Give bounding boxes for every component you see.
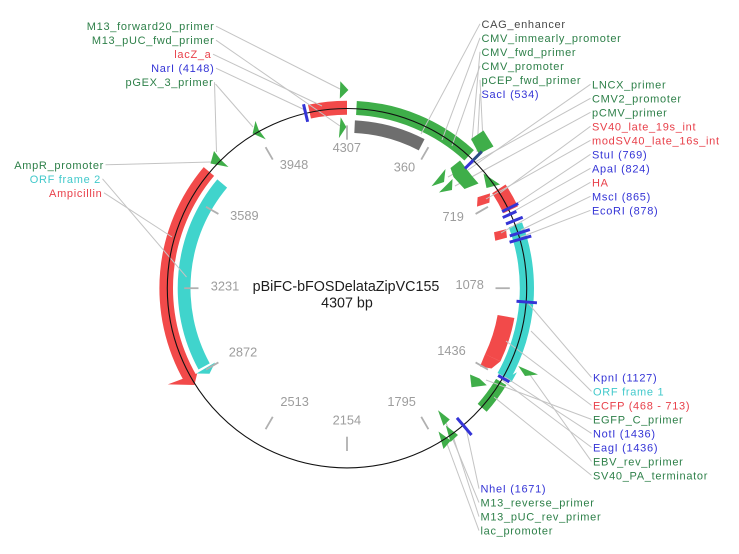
svg-text:1436: 1436 [437,343,465,358]
svg-text:M13_pUC_rev_primer: M13_pUC_rev_primer [481,512,602,524]
svg-text:4307: 4307 [333,140,361,155]
svg-text:lacZ_a: lacZ_a [174,49,211,61]
svg-text:HA: HA [592,177,609,189]
svg-text:4307 bp: 4307 bp [321,296,373,312]
svg-text:NarI (4148): NarI (4148) [151,63,214,75]
svg-text:EcoRI (878): EcoRI (878) [592,205,658,217]
svg-text:ApaI (824): ApaI (824) [592,163,650,175]
svg-text:2872: 2872 [229,345,257,360]
svg-text:EBV_rev_primer: EBV_rev_primer [593,456,684,468]
svg-text:CMV_immearly_promoter: CMV_immearly_promoter [482,33,622,45]
svg-text:3589: 3589 [230,208,258,223]
svg-text:EGFP_C_primer: EGFP_C_primer [593,414,683,426]
svg-text:SacI (534): SacI (534) [482,89,540,101]
svg-text:NotI (1436): NotI (1436) [593,428,656,440]
svg-text:NheI (1671): NheI (1671) [481,484,547,496]
svg-text:M13_forward20_primer: M13_forward20_primer [87,21,215,33]
svg-text:719: 719 [443,209,464,224]
svg-text:pCMV_primer: pCMV_primer [592,107,668,119]
svg-text:CMV_fwd_primer: CMV_fwd_primer [482,47,577,59]
svg-text:ORF frame 2: ORF frame 2 [30,174,101,186]
svg-text:KpnI (1127): KpnI (1127) [593,372,657,384]
svg-text:SV40_PA_terminator: SV40_PA_terminator [593,470,708,482]
svg-text:M13_pUC_fwd_primer: M13_pUC_fwd_primer [92,35,215,47]
svg-text:1795: 1795 [387,394,415,409]
svg-text:M13_reverse_primer: M13_reverse_primer [481,498,595,510]
svg-text:MscI (865): MscI (865) [592,191,651,203]
svg-text:3231: 3231 [211,278,239,293]
svg-text:2513: 2513 [280,394,308,409]
svg-text:ECFP (468 - 713): ECFP (468 - 713) [593,400,690,412]
svg-text:pCEP_fwd_primer: pCEP_fwd_primer [482,75,582,87]
svg-text:modSV40_late_16s_int: modSV40_late_16s_int [592,135,720,147]
svg-text:CMV_promoter: CMV_promoter [482,61,565,73]
svg-text:ORF frame 1: ORF frame 1 [593,386,664,398]
svg-text:lac_promoter: lac_promoter [481,526,554,538]
svg-text:EagI (1436): EagI (1436) [593,442,658,454]
svg-text:360: 360 [394,160,415,175]
svg-text:pBiFC-bFOSDelataZipVC155: pBiFC-bFOSDelataZipVC155 [253,279,440,295]
svg-text:CAG_enhancer: CAG_enhancer [482,19,566,31]
svg-text:Ampicillin: Ampicillin [49,188,102,200]
svg-text:3948: 3948 [280,157,308,172]
svg-text:SV40_late_19s_int: SV40_late_19s_int [592,121,696,133]
svg-text:2154: 2154 [333,412,361,427]
svg-text:AmpR_promoter: AmpR_promoter [14,160,104,172]
svg-text:CMV2_promoter: CMV2_promoter [592,93,682,105]
svg-text:LNCX_primer: LNCX_primer [592,79,666,91]
svg-text:StuI (769): StuI (769) [592,149,647,161]
svg-text:pGEX_3_primer: pGEX_3_primer [126,77,214,89]
svg-text:1078: 1078 [455,277,483,292]
